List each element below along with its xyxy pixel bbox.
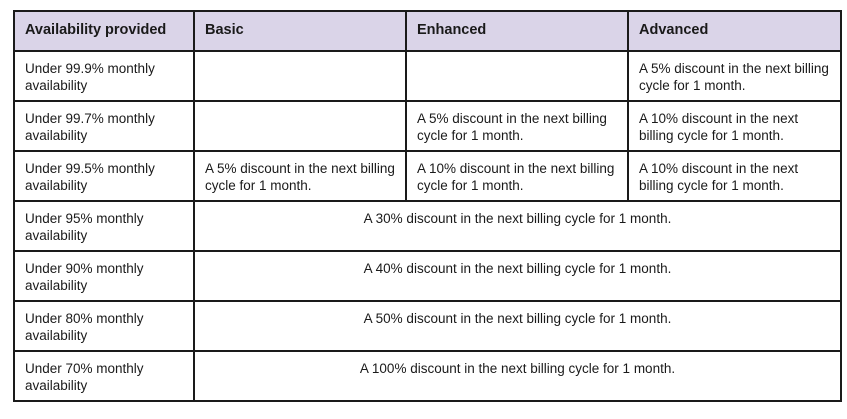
- discount-cell-enhanced: A 10% discount in the next billing cycle…: [405, 150, 629, 202]
- discount-cell-basic: A 5% discount in the next billing cycle …: [193, 150, 407, 202]
- header-basic: Basic: [193, 10, 407, 52]
- header-enhanced: Enhanced: [405, 10, 629, 52]
- discount-cell-enhanced: A 5% discount in the next billing cycle …: [405, 100, 629, 152]
- row-label-cell: Under 80% monthly availability: [13, 300, 195, 352]
- table-row: Under 70% monthly availability A 100% di…: [13, 350, 842, 402]
- row-label-cell: Under 90% monthly availability: [13, 250, 195, 302]
- merged-discount-cell: A 30% discount in the next billing cycle…: [193, 200, 842, 252]
- sla-discount-table: Availability provided Basic Enhanced Adv…: [13, 10, 842, 402]
- table-row: Under 90% monthly availability A 40% dis…: [13, 250, 842, 302]
- table-row: Under 80% monthly availability A 50% dis…: [13, 300, 842, 352]
- discount-cell-advanced: A 10% discount in the next billing cycle…: [627, 100, 842, 152]
- table-row: Under 99.5% monthly availability A 5% di…: [13, 150, 842, 202]
- table-row: Under 99.7% monthly availability A 5% di…: [13, 100, 842, 152]
- row-label-cell: Under 99.7% monthly availability: [13, 100, 195, 152]
- discount-cell-basic: [193, 50, 407, 102]
- discount-cell-basic: [193, 100, 407, 152]
- table-row: Under 95% monthly availability A 30% dis…: [13, 200, 842, 252]
- header-advanced: Advanced: [627, 10, 842, 52]
- row-label-cell: Under 95% monthly availability: [13, 200, 195, 252]
- row-label-cell: Under 70% monthly availability: [13, 350, 195, 402]
- row-label-cell: Under 99.5% monthly availability: [13, 150, 195, 202]
- merged-discount-cell: A 50% discount in the next billing cycle…: [193, 300, 842, 352]
- header-availability-provided: Availability provided: [13, 10, 195, 52]
- discount-cell-enhanced: [405, 50, 629, 102]
- merged-discount-cell: A 100% discount in the next billing cycl…: [193, 350, 842, 402]
- discount-cell-advanced: A 10% discount in the next billing cycle…: [627, 150, 842, 202]
- discount-cell-advanced: A 5% discount in the next billing cycle …: [627, 50, 842, 102]
- merged-discount-cell: A 40% discount in the next billing cycle…: [193, 250, 842, 302]
- row-label-cell: Under 99.9% monthly availability: [13, 50, 195, 102]
- table-row: Under 99.9% monthly availability A 5% di…: [13, 50, 842, 102]
- table-header-row: Availability provided Basic Enhanced Adv…: [13, 10, 842, 52]
